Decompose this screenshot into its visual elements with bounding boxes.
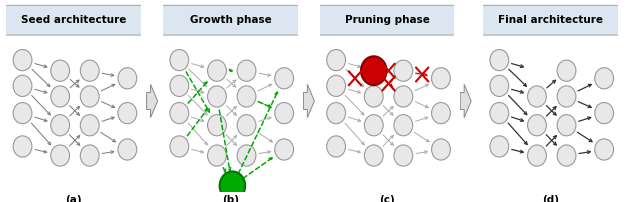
Circle shape — [595, 102, 614, 124]
Circle shape — [431, 139, 451, 160]
Text: (d): (d) — [542, 195, 559, 202]
Circle shape — [490, 102, 509, 124]
Circle shape — [170, 49, 189, 71]
Circle shape — [275, 139, 294, 160]
Circle shape — [490, 75, 509, 97]
Circle shape — [51, 115, 70, 136]
Circle shape — [207, 60, 227, 81]
Circle shape — [394, 86, 413, 107]
Circle shape — [431, 68, 451, 89]
Circle shape — [364, 86, 383, 107]
Circle shape — [81, 60, 99, 81]
Circle shape — [170, 136, 189, 157]
Circle shape — [490, 49, 509, 71]
Circle shape — [527, 145, 547, 166]
Circle shape — [364, 115, 383, 136]
Text: Final architecture: Final architecture — [498, 15, 603, 25]
Circle shape — [326, 49, 346, 71]
Circle shape — [364, 145, 383, 166]
Circle shape — [237, 145, 256, 166]
Circle shape — [81, 86, 99, 107]
Circle shape — [527, 115, 547, 136]
Circle shape — [431, 102, 451, 124]
Text: Seed architecture: Seed architecture — [21, 15, 126, 25]
Circle shape — [326, 75, 346, 97]
Circle shape — [394, 60, 413, 81]
Circle shape — [557, 115, 576, 136]
Text: (a): (a) — [65, 195, 82, 202]
FancyArrow shape — [460, 84, 471, 118]
Circle shape — [490, 136, 509, 157]
Circle shape — [81, 145, 99, 166]
Circle shape — [207, 145, 227, 166]
Text: (c): (c) — [380, 195, 395, 202]
Circle shape — [275, 68, 294, 89]
FancyBboxPatch shape — [481, 5, 620, 35]
Circle shape — [527, 86, 547, 107]
Circle shape — [275, 102, 294, 124]
Circle shape — [557, 60, 576, 81]
Circle shape — [326, 136, 346, 157]
Circle shape — [118, 139, 137, 160]
Circle shape — [394, 145, 413, 166]
Circle shape — [118, 102, 137, 124]
Circle shape — [557, 86, 576, 107]
Text: (b): (b) — [222, 195, 239, 202]
Circle shape — [237, 60, 256, 81]
FancyBboxPatch shape — [161, 5, 300, 35]
Circle shape — [595, 68, 614, 89]
Circle shape — [220, 171, 245, 200]
Circle shape — [13, 102, 32, 124]
Circle shape — [237, 115, 256, 136]
Circle shape — [13, 49, 32, 71]
FancyArrow shape — [147, 84, 157, 118]
Circle shape — [207, 115, 227, 136]
Circle shape — [170, 102, 189, 124]
Circle shape — [13, 136, 32, 157]
FancyBboxPatch shape — [4, 5, 143, 35]
Circle shape — [595, 139, 614, 160]
FancyArrow shape — [303, 84, 314, 118]
Circle shape — [394, 115, 413, 136]
Text: Growth phase: Growth phase — [189, 15, 271, 25]
Circle shape — [51, 86, 70, 107]
Circle shape — [81, 115, 99, 136]
Circle shape — [51, 60, 70, 81]
FancyBboxPatch shape — [317, 5, 457, 35]
Circle shape — [118, 68, 137, 89]
Circle shape — [237, 86, 256, 107]
Circle shape — [207, 86, 227, 107]
Circle shape — [326, 102, 346, 124]
Circle shape — [51, 145, 70, 166]
Text: Pruning phase: Pruning phase — [345, 15, 429, 25]
Circle shape — [361, 56, 387, 85]
Circle shape — [13, 75, 32, 97]
Circle shape — [170, 75, 189, 97]
Circle shape — [557, 145, 576, 166]
